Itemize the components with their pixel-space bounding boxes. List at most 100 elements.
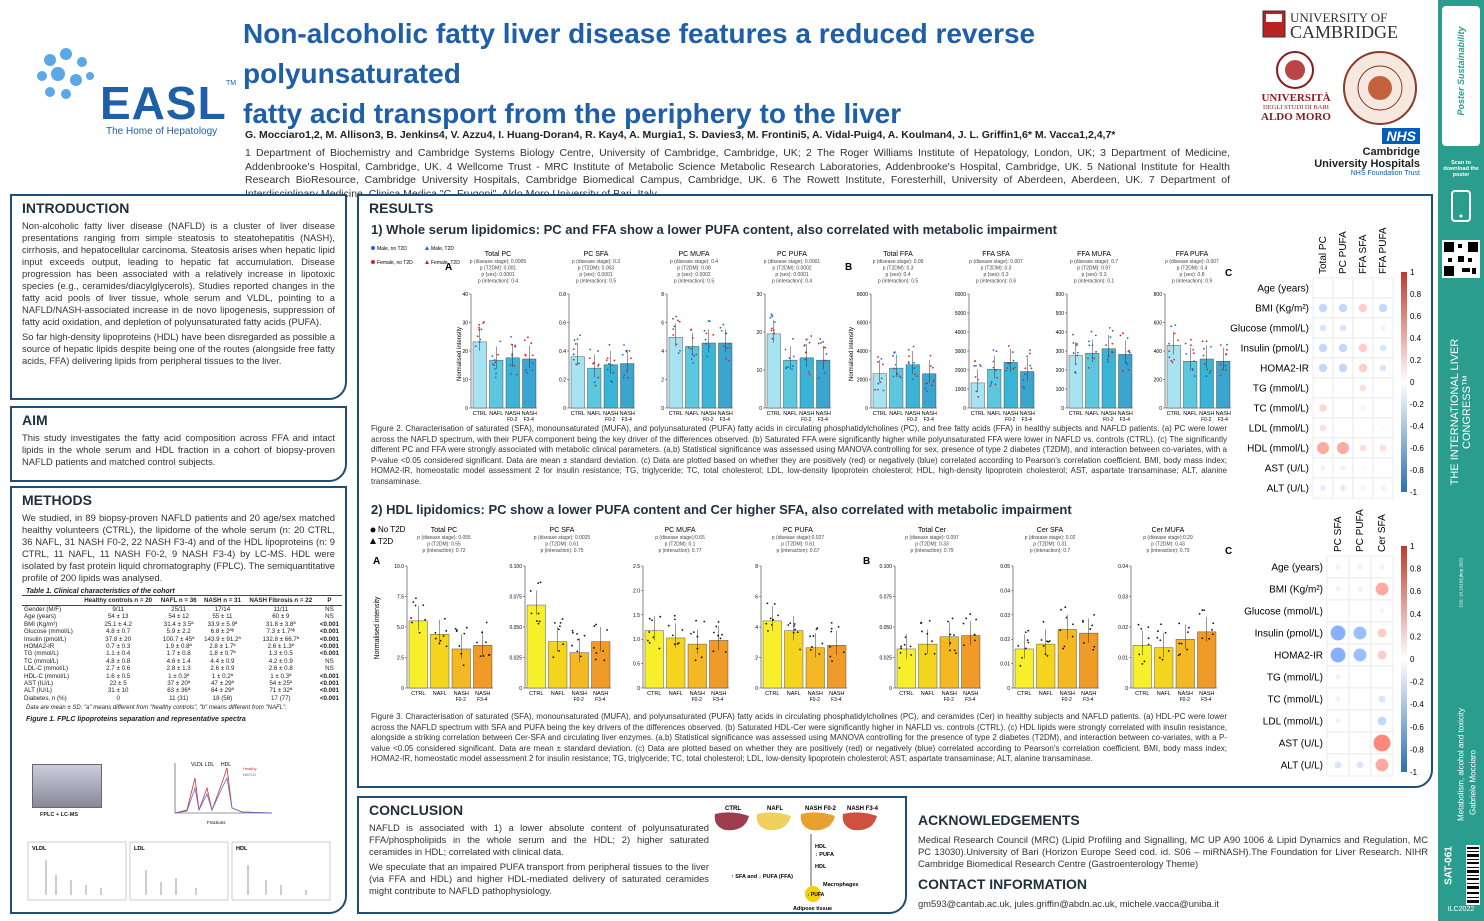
svg-text:F0-2: F0-2 [810,697,821,703]
data-point [485,621,488,624]
bar [408,620,428,689]
data-point [691,353,694,356]
panel-pvalue: p (disease stage): 0.7 [1070,259,1118,265]
heatmap-row-label: Age (years) [1257,284,1309,295]
heatmap-cell [1379,364,1387,372]
data-point [793,623,796,625]
data-point [553,621,556,624]
category-label: NAFL [987,411,1001,417]
data-point [708,320,711,323]
tick-label: 4 [755,625,758,631]
data-point [806,338,808,341]
svg-text:Normalised intensity: Normalised intensity [374,596,381,660]
data-point [929,365,932,367]
data-point [531,369,534,372]
data-point [825,353,828,355]
panel-pvalue: p (sex): 0.0002 [677,272,711,278]
svg-text:VLDL: VLDL [191,762,204,768]
data-point [765,622,768,625]
panel-pvalue: p (interaction): 0.77 [658,548,701,554]
data-point [812,635,815,637]
data-point [1170,325,1173,328]
tick-label: 8000 [857,292,868,298]
table-cell: 4.2 ± 0.9 [268,657,293,665]
data-point [792,337,794,340]
panel-pvalue: p (interaction): 0.5 [576,279,617,285]
data-point [1193,360,1195,363]
data-point [672,317,674,320]
svg-text:F0-2: F0-2 [574,697,585,703]
data-point [1071,623,1074,626]
panel-pvalue: p (T2DM): 0.31 [1033,542,1067,548]
tick-label: 0.6 [559,321,566,327]
panel-pvalue: p (T2DM): 0.43 [1151,542,1185,548]
data-point [1226,343,1228,346]
data-point [515,373,518,376]
svg-text:F0-2: F0-2 [507,417,518,423]
data-point [593,381,596,384]
data-point [979,363,981,366]
table-cell: Diabetes, n (%) [24,694,67,702]
data-point [703,329,706,332]
panel-pvalue: p (interaction): 0.5 [674,279,715,285]
svg-text:F3-4: F3-4 [965,697,976,703]
data-point [481,631,484,634]
data-point [559,625,561,628]
panel-label-a: A [445,262,452,273]
data-point [424,618,426,621]
data-point [589,348,592,351]
panel-pvalue: p (T2DM): 0.1 [665,542,696,548]
table-cell: 6.8 ± 2ªᵇ [210,628,235,636]
heatmap-cell [1373,734,1391,752]
scale-tick: -0.8 [1410,466,1424,475]
tick-label: 7.5 [397,595,404,601]
table-cell: 2.6 ± 1.3ª [267,643,294,651]
qr-code-icon[interactable] [1442,240,1480,278]
table-cell: 1 ± 0.3ª [270,672,292,680]
contact-emails[interactable]: gm593@cantab.ac.uk, jules.griffin@abdn.a… [918,898,1219,909]
heatmap-cell [1381,466,1385,470]
data-point [1224,369,1227,372]
tick-label: 2 [661,378,664,384]
scale-tick: -0.4 [1410,422,1424,431]
svg-text:F3-4: F3-4 [713,697,724,703]
data-point [1109,336,1112,338]
data-point [771,337,774,340]
category-label: NASH [1199,411,1214,417]
table-cell: 37 ± 20ª [167,680,191,688]
scale-tick: 1 [1410,542,1415,551]
data-point [474,345,477,348]
heatmap-cell [1379,564,1385,570]
scale-tick: -0.6 [1410,444,1424,453]
poster-title: Non-alcoholic fatty liver disease featur… [243,14,1253,134]
roger-williams-logo [1342,50,1418,126]
panel-pvalue: p (interaction): 0.1 [1074,279,1115,285]
data-point [1201,340,1204,343]
data-point [478,323,481,326]
methods-paragraph: We studied, in 89 biopsy-proven NAFLD pa… [22,512,336,583]
panel-title: PC MUFA [664,527,695,534]
data-point [611,363,614,366]
data-point [928,620,931,622]
panel-pvalue: p (interaction): 0.4 [772,279,813,285]
cambridge-crest-icon [1262,10,1286,38]
table-row: BMI (Kg/m²) 25.1 ± 4.2 31.4 ± 3.5ª 33.9 ± 5… [22,621,342,628]
panel-pvalue: p (disease stage): 0.3 [572,259,620,265]
data-point [1205,340,1208,343]
data-point [1170,359,1173,362]
svg-text:NAFL: NAFL [767,806,783,812]
panel-label-a: A [373,556,380,567]
panel-label-c: C [1225,268,1232,279]
color-scale [1401,546,1407,772]
data-point [462,664,465,667]
data-point [695,353,698,356]
scale-tick: -0.4 [1410,700,1424,709]
svg-text:NASH F0-2: NASH F0-2 [805,806,837,812]
panel-pvalue: p (disease stage): 0.055 [417,535,471,541]
data-point [831,660,833,663]
table-cell: Age (years) [24,613,56,621]
data-point [579,334,582,336]
panel-pvalue: p (disease stage): 0.09 [873,259,924,265]
